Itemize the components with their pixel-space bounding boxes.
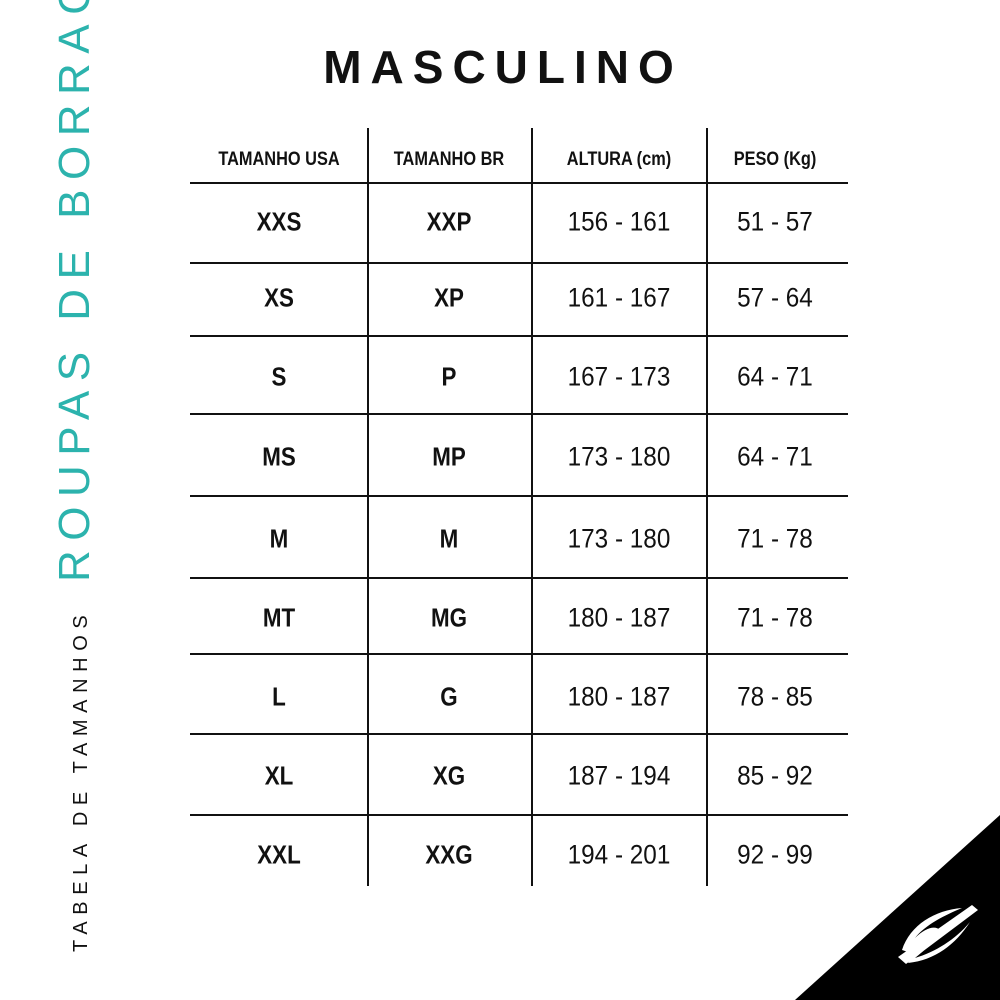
- column-header: ALTURA (cm): [566, 149, 672, 170]
- row-divider: [190, 653, 848, 655]
- table-cell: 180 - 187: [567, 602, 671, 633]
- column-divider: [531, 128, 533, 886]
- table-cell: MT: [262, 602, 296, 633]
- table-cell: 64 - 71: [737, 441, 813, 472]
- row-divider: [190, 577, 848, 579]
- table-cell: 92 - 99: [737, 839, 813, 870]
- table-cell: G: [440, 681, 458, 712]
- page-title: MASCULINO: [323, 41, 683, 93]
- table-cell: XP: [434, 282, 464, 313]
- row-divider: [190, 733, 848, 735]
- table-cell: 161 - 167: [567, 282, 671, 313]
- table-cell: 85 - 92: [737, 760, 813, 791]
- row-divider: [190, 182, 848, 184]
- table-cell: 194 - 201: [567, 839, 671, 870]
- column-header: PESO (Kg): [733, 149, 817, 170]
- table-cell: S: [271, 361, 287, 392]
- column-header: TAMANHO BR: [393, 149, 505, 170]
- table-cell: 64 - 71: [737, 361, 813, 392]
- table-cell: MP: [432, 441, 466, 472]
- table-cell: 173 - 180: [567, 441, 671, 472]
- table-cell: XL: [264, 760, 294, 791]
- row-divider: [190, 335, 848, 337]
- table-cell: XG: [432, 760, 466, 791]
- table-cell: MG: [430, 602, 468, 633]
- table-cell: 71 - 78: [737, 602, 813, 633]
- table-cell: XXS: [256, 206, 302, 237]
- table-cell: XXL: [257, 839, 301, 870]
- row-divider: [190, 413, 848, 415]
- table-cell: P: [441, 361, 457, 392]
- table-cell: XXP: [426, 206, 472, 237]
- column-divider: [706, 128, 708, 886]
- brand-logo-icon: [898, 905, 978, 964]
- table-cell: 57 - 64: [737, 282, 813, 313]
- row-divider: [190, 262, 848, 264]
- table-cell: MS: [262, 441, 296, 472]
- table-cell: 180 - 187: [567, 681, 671, 712]
- row-divider: [190, 495, 848, 497]
- table-cell: 78 - 85: [737, 681, 813, 712]
- table-cell: 167 - 173: [567, 361, 671, 392]
- table-cell: 187 - 194: [567, 760, 671, 791]
- table-cell: 71 - 78: [737, 523, 813, 554]
- column-divider: [367, 128, 369, 886]
- row-divider: [190, 814, 848, 816]
- table-cell: 51 - 57: [737, 206, 813, 237]
- table-cell: L: [272, 681, 286, 712]
- table-cell: M: [439, 523, 459, 554]
- column-header: TAMANHO USA: [218, 149, 340, 170]
- table-cell: XXG: [425, 839, 473, 870]
- table-cell: XS: [264, 282, 294, 313]
- table-cell: 156 - 161: [567, 206, 671, 237]
- table-cell: 173 - 180: [567, 523, 671, 554]
- table-cell: M: [269, 523, 289, 554]
